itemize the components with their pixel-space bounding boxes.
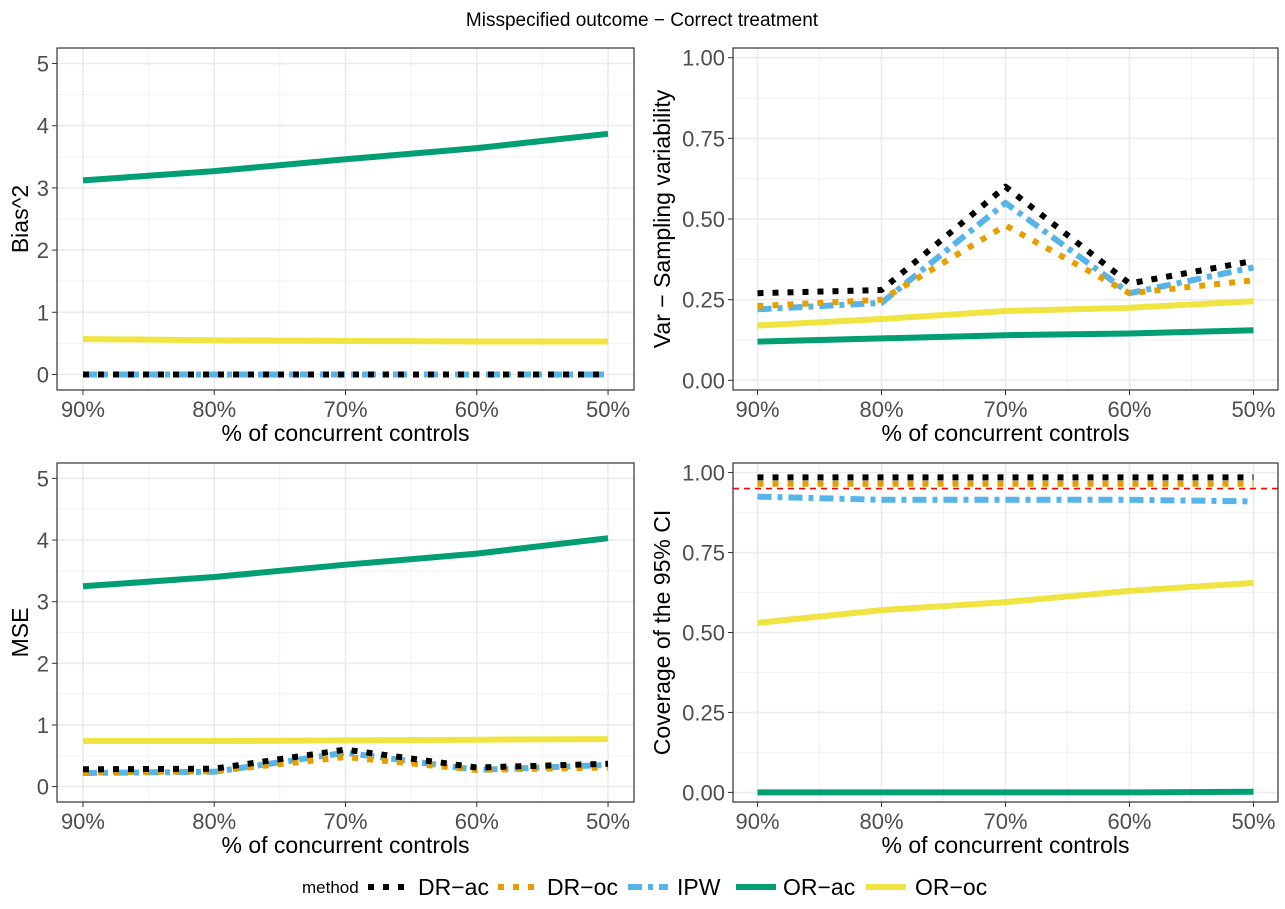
legend: method DR−ac DR−oc IPW OR−ac OR−oc [302,874,987,900]
y-tick-label: 0.75 [682,126,725,151]
panel-border [732,47,1279,391]
series-line-or-oc [82,336,608,345]
series-line-or-ac [82,130,609,184]
series-line-ipw [757,493,1254,505]
y-tick-label: 0 [37,362,49,387]
y-tick-label: 5 [37,466,49,491]
series-line-or-ac [757,788,1254,796]
series-line-or-oc [83,736,609,744]
legend-item-dr-ac: DR−ac [368,874,489,900]
x-tick-label: 60% [1107,809,1151,834]
x-tick-label: 80% [859,809,903,834]
x-tick-label: 80% [192,397,236,422]
x-tick-label: 90% [736,397,780,422]
y-axis-title: Var − Sampling variability [649,89,675,348]
panel-border [732,462,1279,803]
panel-bias2: 90% 80% 70% 60% 50% 0 1 2 3 4 5 % of concurrent con… [7,47,635,446]
panel-mse: 90% 80% 70% 60% 50% 0 1 2 3 4 5 % of concurrent con… [7,462,635,858]
x-tick-label: 50% [1231,397,1275,422]
legend-item-or-ac: OR−ac [736,874,855,900]
x-axis-title: % of concurrent controls [881,832,1129,858]
y-tick-label: 4 [37,114,49,139]
x-axis-title: % of concurrent controls [221,832,469,858]
figure-title: Misspecified outcome − Correct treatment [466,10,819,31]
y-tick-label: 0.00 [682,780,725,805]
y-tick-label: 3 [37,176,49,201]
series-line-dr-ac [82,746,609,773]
x-tick-label: 50% [586,397,630,422]
y-tick-label: 3 [37,590,49,615]
series-line-or-oc [757,579,1254,626]
x-tick-label: 90% [736,809,780,834]
y-tick-label: 2 [37,238,49,263]
y-tick-label: 0 [37,775,49,800]
y-tick-label: 1.00 [682,461,725,486]
y-tick-label: 2 [37,651,49,676]
x-tick-label: 60% [455,397,499,422]
x-tick-label: 50% [586,809,630,834]
y-tick-label: 1 [37,300,49,325]
legend-label-dr-oc: DR−oc [547,874,618,900]
series-line-dr-oc [757,222,1254,310]
x-tick-label: 60% [455,809,499,834]
legend-label-or-ac: OR−ac [783,874,855,900]
series-line-or-ac [757,327,1254,345]
legend-item-ipw: IPW [628,874,721,900]
x-tick-label: 70% [983,397,1027,422]
x-tick-label: 60% [1107,397,1151,422]
panel-border [56,47,635,391]
x-tick-label: 90% [61,809,105,834]
y-axis-title: Coverage of the 95% CI [649,510,675,755]
legend-label-or-oc: OR−oc [915,874,987,900]
legend-label-dr-ac: DR−ac [418,874,489,900]
y-tick-label: 0.75 [682,541,725,566]
y-tick-label: 4 [37,528,49,553]
legend-item-or-oc: OR−oc [866,874,987,900]
y-tick-label: 0.50 [682,207,725,232]
y-axis-title: Bias^2 [7,185,33,253]
x-tick-label: 80% [859,397,903,422]
series-line-dr-ac [757,183,1255,297]
x-tick-label: 70% [983,809,1027,834]
y-axis-title: MSE [7,608,33,658]
y-tick-label: 0.50 [682,621,725,646]
y-tick-label: 0.25 [682,288,725,313]
series-line-ipw [757,199,1255,313]
panel-coverage: 90% 80% 70% 60% 50% 0.00 0.25 0.50 0.75 1.00 % of … [649,461,1279,858]
legend-item-dr-oc: DR−oc [498,874,618,900]
x-tick-label: 90% [61,397,105,422]
legend-title: method [302,878,359,897]
y-tick-label: 1.00 [682,46,725,71]
x-axis-title: % of concurrent controls [881,420,1129,446]
x-tick-label: 80% [192,809,236,834]
series-line-or-oc [757,298,1254,329]
x-tick-label: 50% [1231,809,1275,834]
panel-variance: 90% 80% 70% 60% 50% 0.00 0.25 0.50 0.75 1.00 % of … [649,46,1279,446]
y-tick-label: 0.00 [682,368,725,393]
series-line-or-ac [82,535,609,590]
x-tick-label: 70% [323,809,367,834]
y-tick-label: 5 [37,52,49,77]
y-tick-label: 1 [37,713,49,738]
legend-label-ipw: IPW [677,874,721,900]
panel-border [56,462,635,803]
x-axis-title: % of concurrent controls [221,420,469,446]
y-tick-label: 0.25 [682,700,725,725]
x-tick-label: 70% [323,397,367,422]
